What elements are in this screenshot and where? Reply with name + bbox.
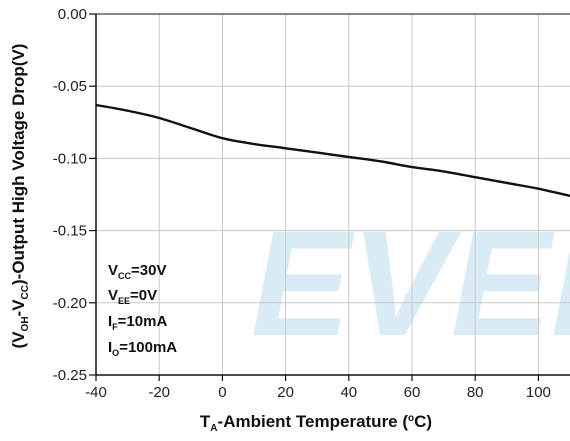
grid	[96, 14, 570, 375]
x-title-sub: A	[210, 423, 217, 434]
series-line-0	[95, 103, 570, 198]
x-axis-title: TA-Ambient Temperature (oC)	[200, 412, 432, 434]
anno-if-rest: =10mA	[118, 313, 168, 330]
y-tick-label: 0.00	[58, 6, 87, 23]
anno-vee-main: V	[108, 287, 118, 304]
x-title-end: C)	[414, 412, 432, 431]
x-title-main: T	[200, 412, 211, 431]
x-tick-labels: -40 -20 0 20 40 60 80 100	[85, 384, 551, 401]
anno-vee-sub: EE	[118, 296, 130, 306]
anno-vcc-sub: CC	[118, 271, 131, 281]
y-title-part3: )-Output High Voltage Drop(V)	[9, 44, 28, 285]
x-title-rest: -Ambient Temperature (	[218, 412, 409, 431]
y-tick-label: -0.20	[53, 295, 87, 312]
y-tick-labels: 0.00 -0.05 -0.10 -0.15 -0.20 -0.25	[53, 6, 87, 384]
anno-vcc-main: V	[108, 262, 118, 279]
anno-vee-rest: =0V	[130, 287, 157, 304]
anno-io-rest: =100mA	[119, 339, 177, 356]
anno-io-sub: O	[112, 348, 119, 358]
y-tick-label: -0.25	[53, 367, 87, 384]
y-title-sub2: CC	[20, 285, 31, 299]
y-title-sub1: OH	[20, 316, 31, 331]
anno-if-main: I	[108, 313, 112, 330]
annotation-vcc: VCC=30V	[108, 262, 166, 281]
series-layer	[95, 103, 570, 198]
annotation-vee: VEE=0V	[108, 287, 157, 306]
x-tick-label: 40	[340, 384, 357, 401]
y-axis-title: (VOH-VCC)-Output High Voltage Drop(V)	[9, 44, 31, 349]
x-title-sup: o	[408, 413, 414, 424]
condition-annotations: VCC=30V VEE=0V IF=10mA IO=100mA	[108, 262, 177, 358]
y-title-part2: -V	[9, 299, 28, 317]
anno-vcc-rest: =30V	[131, 262, 166, 279]
y-tick-label: -0.05	[53, 78, 87, 95]
x-tick-label: -20	[148, 384, 170, 401]
x-tick-label: 0	[218, 384, 226, 401]
annotation-if: IF=10mA	[108, 313, 167, 332]
x-tick-label: 100	[526, 384, 551, 401]
y-tick-label: -0.15	[53, 223, 87, 240]
anno-if-sub: F	[112, 322, 118, 332]
x-tick-label: 20	[277, 384, 294, 401]
watermark-text: EVER	[251, 199, 570, 367]
y-title-part1: (V	[9, 331, 28, 349]
y-tick-label: -0.10	[53, 150, 87, 167]
plot-frame	[89, 13, 570, 381]
x-tick-label: 60	[404, 384, 421, 401]
x-tick-label: -40	[85, 384, 107, 401]
x-tick-label: 80	[467, 384, 484, 401]
annotation-io: IO=100mA	[108, 339, 177, 358]
anno-io-main: I	[108, 339, 112, 356]
